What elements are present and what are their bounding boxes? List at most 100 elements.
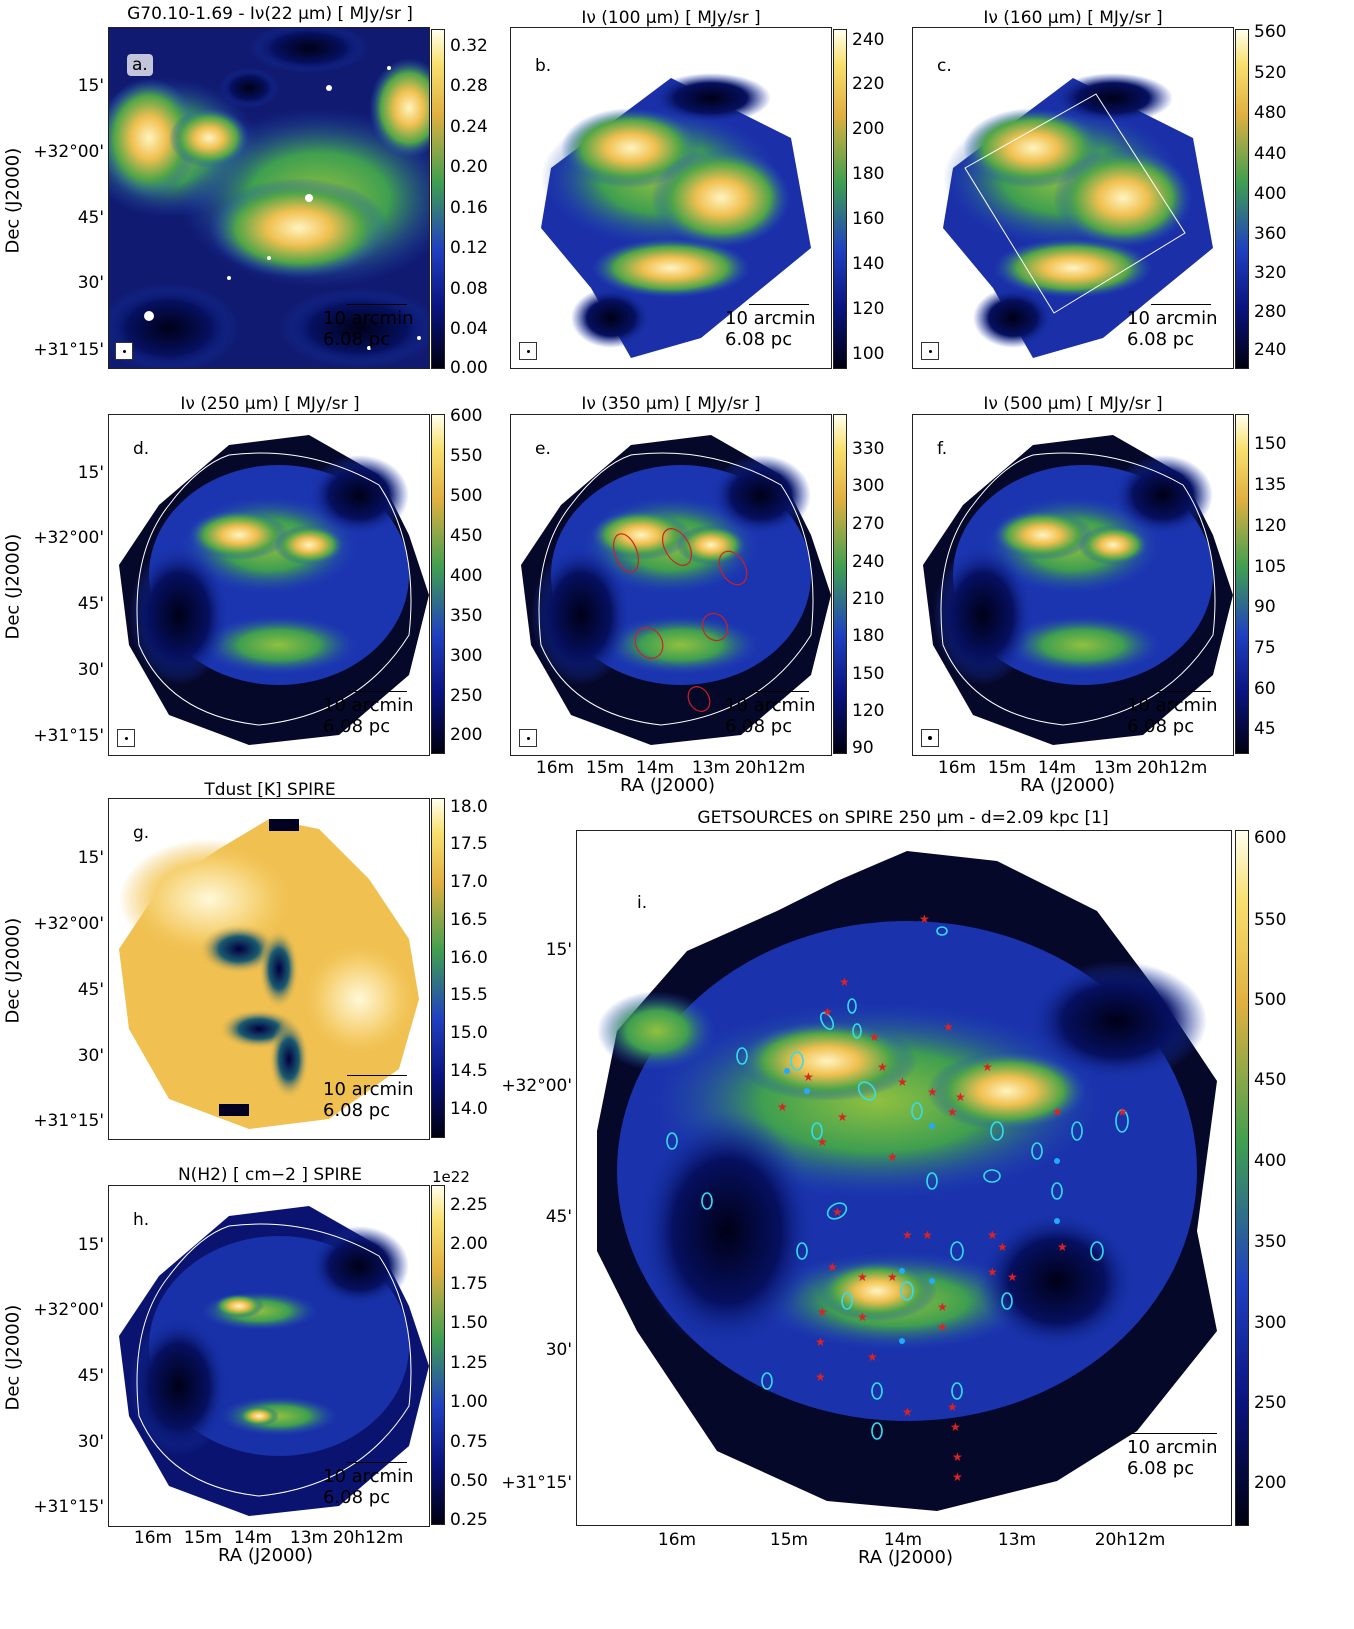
svg-text:★: ★: [943, 1020, 954, 1034]
panel-e-label: e.: [535, 439, 551, 459]
panel-c-colorbar: [1235, 29, 1249, 369]
cbar-f-tick: 45: [1254, 719, 1276, 739]
svg-text:★: ★: [937, 1320, 948, 1334]
svg-text:★: ★: [922, 1228, 933, 1242]
scale-physical: 6.08 pc: [1127, 716, 1195, 737]
cbar-f-tick: 75: [1254, 638, 1276, 658]
cbar-e-tick: 90: [852, 738, 874, 758]
cbar-c-tick: 280: [1254, 302, 1287, 322]
scale-physical: 6.08 pc: [323, 1487, 391, 1508]
scale-bar: 10 arcmin 6.08 pc: [1127, 1433, 1218, 1479]
panel-f-label: f.: [937, 439, 948, 459]
cbar-h-tick: 1.50: [450, 1313, 488, 1333]
scale-angular: 10 arcmin: [323, 695, 414, 716]
ra-tick: 20h12m: [734, 758, 806, 778]
cbar-g-tick: 15.0: [450, 1023, 488, 1043]
cbar-f-tick: 150: [1254, 434, 1287, 454]
cbar-g-tick: 18.0: [450, 797, 488, 817]
cbar-a-tick: 0.08: [450, 279, 488, 299]
svg-text:★: ★: [1117, 1105, 1128, 1119]
cbar-h-tick: 0.75: [450, 1432, 488, 1452]
dec-tick: 15': [77, 848, 104, 868]
cbar-h-exponent: 1e22: [432, 1168, 470, 1186]
scale-angular: 10 arcmin: [1127, 1437, 1218, 1458]
cbar-i-tick: 600: [1254, 828, 1287, 848]
panel-c-title: Iν (160 μm) [ MJy/sr ]: [983, 8, 1163, 28]
cbar-c-tick: 320: [1254, 263, 1287, 283]
dec-tick: 45': [77, 1366, 104, 1386]
dec-tick: +32°00': [501, 1076, 572, 1096]
cbar-g-tick: 16.0: [450, 948, 488, 968]
panel-i-label: i.: [637, 893, 648, 913]
dec-tick: 15': [77, 76, 104, 96]
svg-text:★: ★: [887, 1270, 898, 1284]
cbar-e-tick: 120: [852, 701, 885, 721]
cbar-d-tick: 400: [450, 566, 483, 586]
cbar-h-tick: 2.25: [450, 1195, 488, 1215]
beam-icon: [921, 342, 939, 360]
svg-text:★: ★: [952, 1470, 963, 1484]
ra-tick: 16m: [535, 758, 575, 778]
dec-tick: +31°15': [33, 1111, 104, 1131]
cbar-f-tick: 135: [1254, 475, 1287, 495]
cbar-b-tick: 200: [852, 119, 885, 139]
panel-a-label: a.: [127, 54, 153, 76]
cbar-c-tick: 480: [1254, 103, 1287, 123]
cbar-d-tick: 600: [450, 406, 483, 426]
panel-d-map: d. 10 arcmin 6.08 pc: [108, 414, 430, 756]
panel-c-map: c. 10 arcmin 6.08 pc: [912, 27, 1234, 369]
panel-g-colorbar: [431, 798, 445, 1138]
svg-text:★: ★: [877, 1060, 888, 1074]
scale-bar: 10 arcmin 6.08 pc: [323, 304, 414, 350]
ra-tick: 16m: [133, 1528, 173, 1548]
scale-physical: 6.08 pc: [1127, 329, 1195, 350]
cbar-a-tick: 0.04: [450, 319, 488, 339]
cbar-h-tick: 1.75: [450, 1274, 488, 1294]
cbar-e-tick: 330: [852, 439, 885, 459]
beam-icon: [921, 729, 939, 747]
svg-text:★: ★: [777, 1100, 788, 1114]
cbar-a-tick: 0.32: [450, 36, 488, 56]
ra-tick: 13m: [289, 1528, 329, 1548]
cbar-d-tick: 300: [450, 646, 483, 666]
cbar-f-tick: 105: [1254, 557, 1287, 577]
scale-physical: 6.08 pc: [323, 329, 391, 350]
cbar-e-tick: 210: [852, 589, 885, 609]
svg-text:★: ★: [902, 1228, 913, 1242]
panel-b-label: b.: [535, 56, 552, 76]
cbar-f-tick: 120: [1254, 516, 1287, 536]
svg-text:★: ★: [827, 1260, 838, 1274]
svg-text:★: ★: [815, 1370, 826, 1384]
cbar-d-tick: 200: [450, 725, 483, 745]
dec-tick: +32°00': [33, 914, 104, 934]
panel-f-map: f. 10 arcmin 6.08 pc: [912, 414, 1234, 756]
cbar-e-tick: 300: [852, 476, 885, 496]
cbar-c-tick: 400: [1254, 184, 1287, 204]
svg-text:★: ★: [902, 1405, 913, 1419]
dec-tick: 45': [77, 594, 104, 614]
svg-text:★: ★: [822, 1005, 833, 1019]
scale-physical: 6.08 pc: [725, 716, 793, 737]
panel-e-title: Iν (350 μm) [ MJy/sr ]: [581, 394, 761, 414]
cbar-b-tick: 180: [852, 164, 885, 184]
cbar-e-tick: 270: [852, 514, 885, 534]
svg-text:★: ★: [950, 1420, 961, 1434]
ra-tick: 20h12m: [332, 1528, 404, 1548]
cbar-c-tick: 440: [1254, 144, 1287, 164]
cbar-d-tick: 250: [450, 686, 483, 706]
scale-angular: 10 arcmin: [323, 1079, 414, 1100]
beam-icon: [115, 342, 133, 360]
panel-f-title: Iν (500 μm) [ MJy/sr ]: [983, 394, 1163, 414]
cbar-i-tick: 400: [1254, 1151, 1287, 1171]
ra-tick: 13m: [1093, 758, 1133, 778]
dec-tick: 45': [77, 980, 104, 1000]
cbar-a-tick: 0.16: [450, 198, 488, 218]
ra-tick: 13m: [997, 1530, 1037, 1550]
scale-angular: 10 arcmin: [323, 308, 414, 329]
svg-text:★: ★: [869, 1030, 880, 1044]
ra-tick: 15m: [769, 1530, 809, 1550]
svg-text:★: ★: [955, 1090, 966, 1104]
dec-tick: 15': [545, 940, 572, 960]
cbar-i-tick: 350: [1254, 1232, 1287, 1252]
svg-text:★: ★: [887, 1150, 898, 1164]
